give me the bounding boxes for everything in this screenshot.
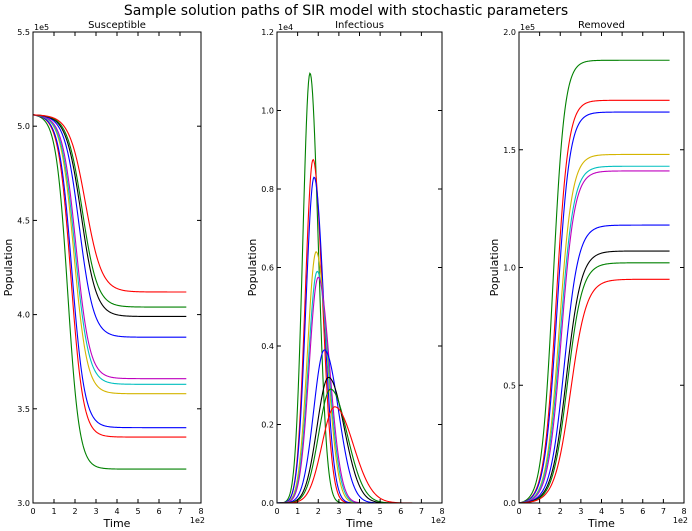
susceptible-x-tick-label: 0 bbox=[30, 507, 35, 516]
infectious-y-tick-label: 0.2 bbox=[261, 421, 274, 430]
susceptible-y-tick-label: 5.5 bbox=[17, 28, 30, 37]
removed-x-tick-label: 1 bbox=[537, 507, 542, 516]
removed-x-ticks: 0 1 2 3 4 5 6 7 8 bbox=[516, 32, 687, 516]
susceptible-line-blue-1 bbox=[32, 114, 187, 429]
removed-panel: 0 1 2 3 4 5 6 7 8 0.0 0.5 1.0 1.5 2.0 1e5 1e2 Removed Tim… bbox=[488, 20, 688, 530]
figure-title: Sample solution paths of SIR model with … bbox=[124, 3, 568, 19]
removed-x-label: Time bbox=[587, 517, 615, 530]
removed-x-tick-label: 3 bbox=[578, 507, 583, 516]
susceptible-y-tick-label: 4.5 bbox=[17, 216, 30, 225]
susceptible-x-tick-label: 7 bbox=[177, 507, 182, 516]
infectious-y-multiplier: 1e4 bbox=[278, 23, 293, 32]
removed-series bbox=[518, 59, 670, 504]
infectious-y-tick-label: 0.0 bbox=[261, 499, 274, 508]
removed-x-tick-label: 4 bbox=[599, 507, 604, 516]
infectious-y-tick-label: 0.6 bbox=[261, 264, 274, 273]
infectious-x-tick-label: 5 bbox=[378, 507, 383, 516]
susceptible-line-green-1 bbox=[32, 114, 187, 470]
infectious-line-green-2 bbox=[276, 388, 428, 504]
removed-line-blue-1 bbox=[518, 111, 670, 504]
susceptible-panel: 0 1 2 3 4 5 6 7 8 3.0 3.5 4.0 4.5 5.0 5.5 1e5 1e2 Suscept… bbox=[2, 20, 205, 530]
susceptible-x-tick-label: 8 bbox=[198, 507, 203, 516]
susceptible-y-ticks: 3.0 3.5 4.0 4.5 5.0 5.5 bbox=[17, 28, 201, 508]
infectious-x-ticks: 0 1 2 3 4 5 6 7 8 bbox=[274, 32, 445, 516]
removed-y-tick-label: 1.0 bbox=[503, 264, 516, 273]
infectious-x-tick-label: 2 bbox=[316, 507, 321, 516]
susceptible-title: Susceptible bbox=[88, 20, 146, 31]
susceptible-x-tick-label: 3 bbox=[93, 507, 98, 516]
infectious-y-tick-label: 1.2 bbox=[261, 28, 274, 37]
susceptible-line-yellow bbox=[32, 114, 187, 395]
infectious-line-red bbox=[277, 158, 428, 504]
removed-y-multiplier: 1e5 bbox=[520, 23, 535, 32]
susceptible-x-tick-label: 5 bbox=[135, 507, 140, 516]
removed-y-tick-label: 2.0 bbox=[503, 28, 516, 37]
infectious-x-tick-label: 3 bbox=[336, 507, 341, 516]
removed-y-tick-label: 0.5 bbox=[503, 381, 516, 390]
susceptible-y-label: Population bbox=[2, 239, 15, 297]
infectious-x-multiplier: 1e2 bbox=[431, 516, 446, 525]
infectious-y-label: Population bbox=[246, 239, 259, 297]
infectious-x-tick-label: 6 bbox=[398, 507, 403, 516]
removed-x-tick-label: 7 bbox=[661, 507, 666, 516]
susceptible-line-magenta bbox=[32, 114, 187, 380]
removed-line-magenta bbox=[518, 170, 670, 504]
removed-line-green-1 bbox=[518, 59, 670, 504]
susceptible-x-tick-label: 6 bbox=[156, 507, 161, 516]
susceptible-y-tick-label: 4.0 bbox=[17, 311, 30, 320]
susceptible-x-tick-label: 2 bbox=[72, 507, 77, 516]
removed-line-blue-2 bbox=[518, 224, 670, 504]
infectious-line-cyan bbox=[277, 270, 428, 504]
infectious-x-tick-label: 0 bbox=[274, 507, 279, 516]
removed-y-tick-label: 0.0 bbox=[503, 499, 516, 508]
removed-line-cyan bbox=[518, 165, 670, 504]
infectious-x-tick-label: 8 bbox=[439, 507, 444, 516]
infectious-x-label: Time bbox=[345, 517, 373, 530]
removed-x-tick-label: 6 bbox=[640, 507, 645, 516]
removed-x-multiplier: 1e2 bbox=[673, 516, 688, 525]
removed-line-red-2 bbox=[518, 278, 670, 504]
removed-x-tick-label: 5 bbox=[620, 507, 625, 516]
infectious-title: Infectious bbox=[335, 20, 384, 31]
infectious-x-tick-label: 4 bbox=[357, 507, 362, 516]
removed-line-yellow bbox=[518, 153, 670, 504]
infectious-y-ticks: 0.0 0.2 0.4 0.6 0.8 1.0 1.2 bbox=[261, 28, 442, 508]
susceptible-line-red-1 bbox=[32, 114, 187, 438]
susceptible-y-multiplier: 1e5 bbox=[34, 23, 49, 32]
removed-y-label: Population bbox=[488, 239, 501, 297]
infectious-panel: 0 1 2 3 4 5 6 7 8 0.0 0.2 0.4 0.6 0.8 1.0 1.2 1e4 1e2 Infe… bbox=[246, 20, 446, 530]
susceptible-x-tick-label: 4 bbox=[114, 507, 119, 516]
susceptible-x-ticks: 0 1 2 3 4 5 6 7 8 bbox=[30, 32, 204, 516]
susceptible-y-tick-label: 3.0 bbox=[17, 499, 30, 508]
infectious-x-tick-label: 1 bbox=[295, 507, 300, 516]
susceptible-line-green-2 bbox=[32, 114, 187, 308]
susceptible-line-cyan bbox=[32, 114, 187, 385]
susceptible-line-black bbox=[32, 114, 187, 318]
infectious-series bbox=[276, 72, 428, 504]
removed-x-tick-label: 0 bbox=[516, 507, 521, 516]
susceptible-axes-frame bbox=[32, 31, 202, 504]
removed-line-green-2 bbox=[518, 262, 670, 504]
removed-line-black bbox=[518, 250, 670, 504]
susceptible-line-red-2 bbox=[32, 114, 187, 293]
infectious-y-tick-label: 1.0 bbox=[261, 107, 274, 116]
removed-title: Removed bbox=[578, 20, 625, 31]
removed-y-tick-label: 1.5 bbox=[503, 146, 516, 155]
susceptible-y-tick-label: 3.5 bbox=[17, 405, 30, 414]
susceptible-x-label: Time bbox=[103, 517, 131, 530]
infectious-y-tick-label: 0.8 bbox=[261, 185, 274, 194]
chart-panels: 0 1 2 3 4 5 6 7 8 3.0 3.5 4.0 4.5 5.0 5.5 1e5 1e2 Suscept… bbox=[2, 20, 688, 530]
susceptible-x-multiplier: 1e2 bbox=[190, 516, 205, 525]
infectious-y-tick-label: 0.4 bbox=[261, 342, 274, 351]
removed-x-tick-label: 8 bbox=[681, 507, 686, 516]
susceptible-y-tick-label: 5.0 bbox=[17, 122, 30, 131]
removed-line-red-1 bbox=[518, 99, 670, 504]
susceptible-series bbox=[32, 114, 187, 470]
infectious-x-tick-label: 7 bbox=[419, 507, 424, 516]
susceptible-line-blue-2 bbox=[32, 114, 187, 338]
removed-y-ticks: 0.0 0.5 1.0 1.5 2.0 bbox=[503, 28, 684, 508]
removed-x-tick-label: 2 bbox=[558, 507, 563, 516]
susceptible-x-tick-label: 1 bbox=[51, 507, 56, 516]
